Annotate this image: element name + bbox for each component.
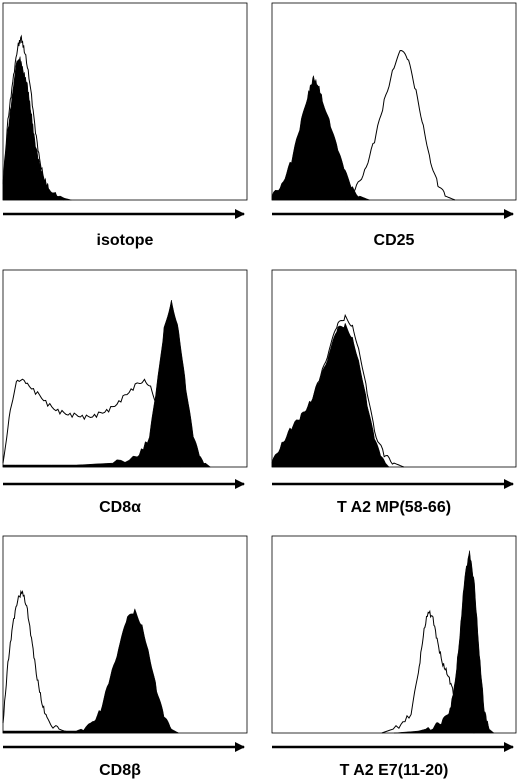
panel-t-a2-mp: T A2 MP(58-66): [271, 269, 517, 516]
filled-histogram: [2, 299, 212, 468]
x-axis-label: T A2 MP(58-66): [337, 499, 451, 516]
panel-t-a2-e7: T A2 E7(11-20): [271, 535, 517, 779]
panel-cd25: CD25: [271, 2, 517, 249]
panel-frame: [2, 2, 248, 201]
open-histogram: [2, 378, 182, 468]
open-histogram: [2, 589, 77, 734]
panel-frame: [271, 2, 517, 201]
open-histogram: [344, 49, 456, 201]
filled-histogram: [2, 607, 180, 734]
panel-frame: [2, 269, 248, 468]
filled-histogram: [2, 56, 72, 201]
panel-cd8-alpha: CD8α: [2, 269, 248, 516]
x-axis-label: isotope: [97, 232, 154, 249]
panel-isotope: isotope: [2, 2, 248, 249]
filled-histogram: [271, 322, 390, 468]
open-histogram: [2, 34, 65, 201]
filled-histogram: [271, 74, 370, 201]
x-axis-label: T A2 E7(11-20): [340, 762, 449, 779]
x-axis-label: CD8β: [99, 762, 141, 779]
filled-histogram: [393, 550, 495, 734]
x-axis-label: CD8α: [99, 499, 141, 516]
open-histogram: [381, 609, 475, 734]
x-axis-label: CD25: [374, 232, 415, 249]
panel-cd8-beta: CD8β: [2, 535, 248, 779]
panel-frame: [271, 269, 517, 468]
open-histogram: [271, 313, 404, 468]
